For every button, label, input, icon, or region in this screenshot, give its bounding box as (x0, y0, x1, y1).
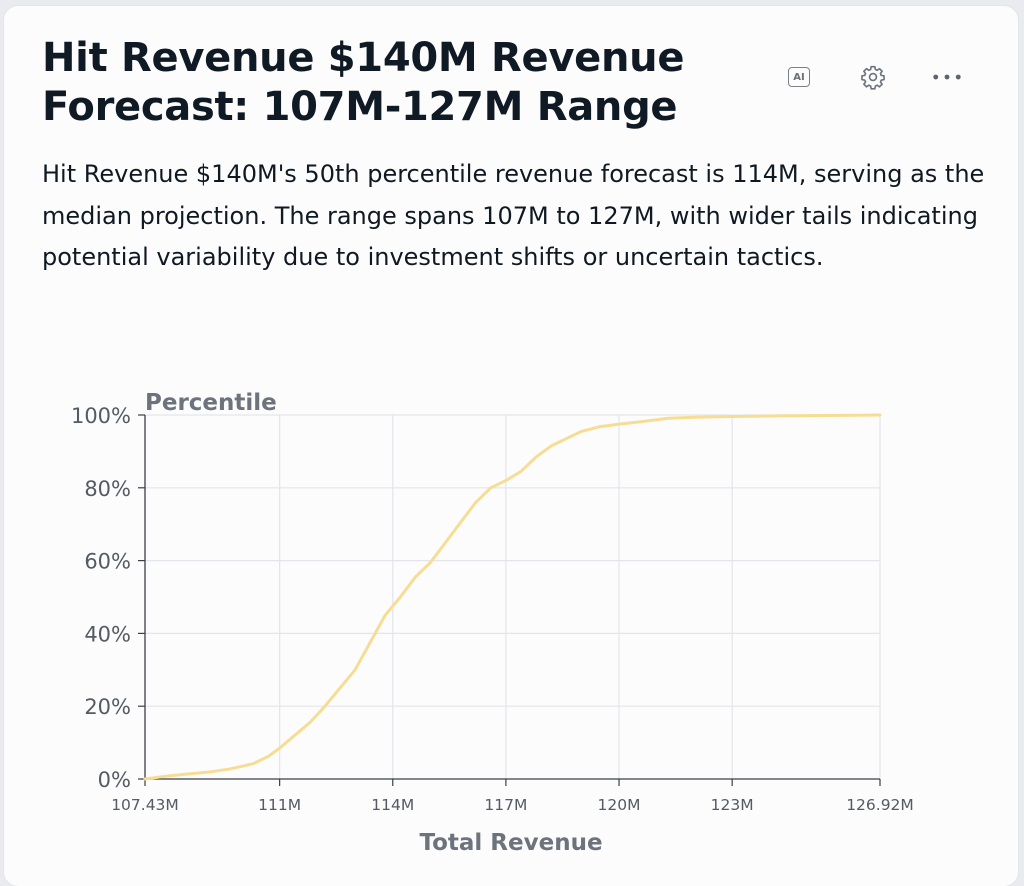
more-options-button[interactable] (932, 62, 962, 92)
ellipsis-icon (933, 74, 961, 80)
y-tick-label: 0% (98, 768, 131, 792)
card-description: Hit Revenue $140M's 50th percentile reve… (42, 160, 985, 271)
grid-lines (145, 414, 881, 779)
settings-button[interactable] (858, 62, 888, 92)
x-tick-label: 114M (371, 796, 414, 814)
x-tick-label: 120M (598, 796, 641, 814)
card-title: Hit Revenue $140M Revenue Forecast: 107M… (42, 35, 685, 130)
y-tick-labels: 0% 20% 40% 60% 80% 100% (71, 404, 131, 792)
x-tick-label: 107.43M (111, 796, 179, 814)
y-tick-label: 80% (84, 477, 131, 501)
y-tick-label: 100% (71, 404, 131, 428)
y-axis-title: Percentile (145, 390, 277, 416)
x-tick-label: 111M (258, 796, 301, 814)
axes (138, 414, 881, 786)
y-tick-label: 20% (84, 695, 131, 719)
x-tick-label: 123M (711, 796, 754, 814)
card-actions: AI (784, 62, 962, 92)
y-tick-label: 40% (84, 622, 131, 646)
x-axis-title: Total Revenue (419, 830, 602, 856)
gear-icon (861, 65, 885, 90)
y-tick-label: 60% (84, 550, 131, 574)
forecast-card: Hit Revenue $140M Revenue Forecast: 107M… (4, 6, 1018, 886)
x-tick-label: 126.92M (846, 796, 914, 814)
x-tick-label: 117M (484, 796, 527, 814)
ai-button[interactable]: AI (784, 62, 814, 92)
series-line-percentile (143, 413, 882, 781)
ai-icon: AI (788, 67, 810, 87)
x-tick-labels: 107.43M 111M 114M 117M 120M 123M 126.92M (111, 796, 914, 814)
